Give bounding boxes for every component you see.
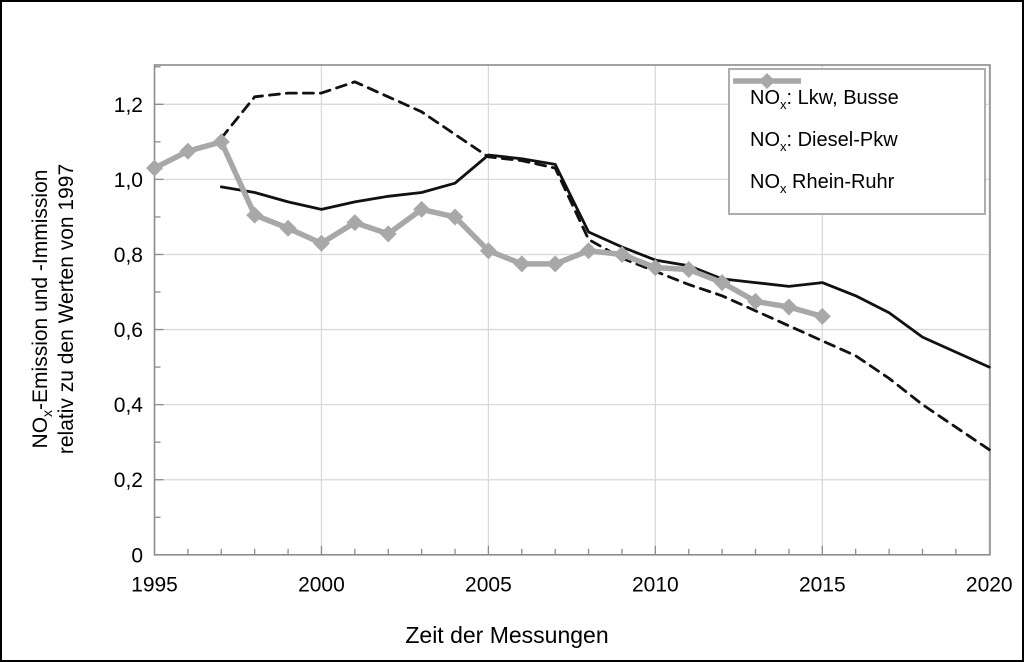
y-axis-title-line2: relativ zu den Werten von 1997 [55,164,78,454]
data-point-marker-nox-rhein-ruhr [680,260,698,278]
data-point-marker-nox-rhein-ruhr [346,214,364,232]
data-point-marker-nox-rhein-ruhr [613,245,631,263]
legend-label: NOx Rhein-Ruhr [750,171,895,197]
legend-label: NOx: Lkw, Busse [750,86,899,112]
x-tick-label: 1995 [131,574,178,597]
y-tick-label: 0,6 [114,319,143,342]
legend: NOx: Lkw, Busse NOx: Diesel-Pkw NOx Rhei… [728,68,986,215]
legend-item-lkw-busse: NOx: Lkw, Busse [733,79,980,112]
data-point-marker-nox-rhein-ruhr [179,142,197,160]
legend-item-diesel-pkw: NOx: Diesel-Pkw [733,79,980,154]
data-point-marker-nox-rhein-ruhr [246,206,264,224]
data-point-marker-nox-rhein-ruhr [212,133,230,151]
data-point-marker-nox-rhein-ruhr [780,298,798,316]
data-point-marker-nox-rhein-ruhr [546,255,564,273]
x-tick-label: 2020 [966,574,1013,597]
data-point-marker-nox-rhein-ruhr [379,225,397,243]
series-line-nox-diesel-pkw [219,153,991,369]
legend-item-rhein-ruhr: NOx Rhein-Ruhr [733,73,980,197]
data-point-marker-nox-rhein-ruhr [747,292,765,310]
data-point-marker-nox-rhein-ruhr [646,259,664,277]
series-line-nox-lkw-busse [219,80,991,452]
x-axis-title: Zeit der Messungen [405,622,608,648]
data-point-marker-nox-rhein-ruhr [146,159,163,177]
data-point-marker-nox-rhein-ruhr [813,307,831,325]
legend-label: NOx: Diesel-Pkw [750,128,898,154]
x-tick-label: 2010 [632,574,679,597]
data-point-marker-nox-rhein-ruhr [312,234,330,252]
data-point-marker-nox-rhein-ruhr [413,200,431,218]
x-tick-label: 2015 [799,574,846,597]
data-point-marker-nox-rhein-ruhr [446,208,464,226]
y-tick-label: 0,2 [114,469,143,492]
y-tick-label: 1,2 [114,94,143,117]
data-point-marker-nox-rhein-ruhr [580,242,598,260]
y-tick-label: 1,0 [114,169,143,192]
x-tick-label: 2005 [465,574,512,597]
data-point-marker-nox-rhein-ruhr [513,255,531,273]
legend-gray-marker-line-sample [733,73,801,89]
plot-frame [153,64,991,556]
x-tick-label: 2000 [298,574,345,597]
data-point-marker-nox-rhein-ruhr [279,219,297,237]
y-tick-label: 0,4 [114,394,144,417]
y-axis-title-line1: NOx-Emission und -Immission [29,170,55,449]
y-tick-label: 0 [131,544,143,567]
data-point-marker-nox-rhein-ruhr [479,242,497,260]
data-point-marker-nox-rhein-ruhr [713,274,731,292]
y-tick-label: 0,8 [114,244,143,267]
